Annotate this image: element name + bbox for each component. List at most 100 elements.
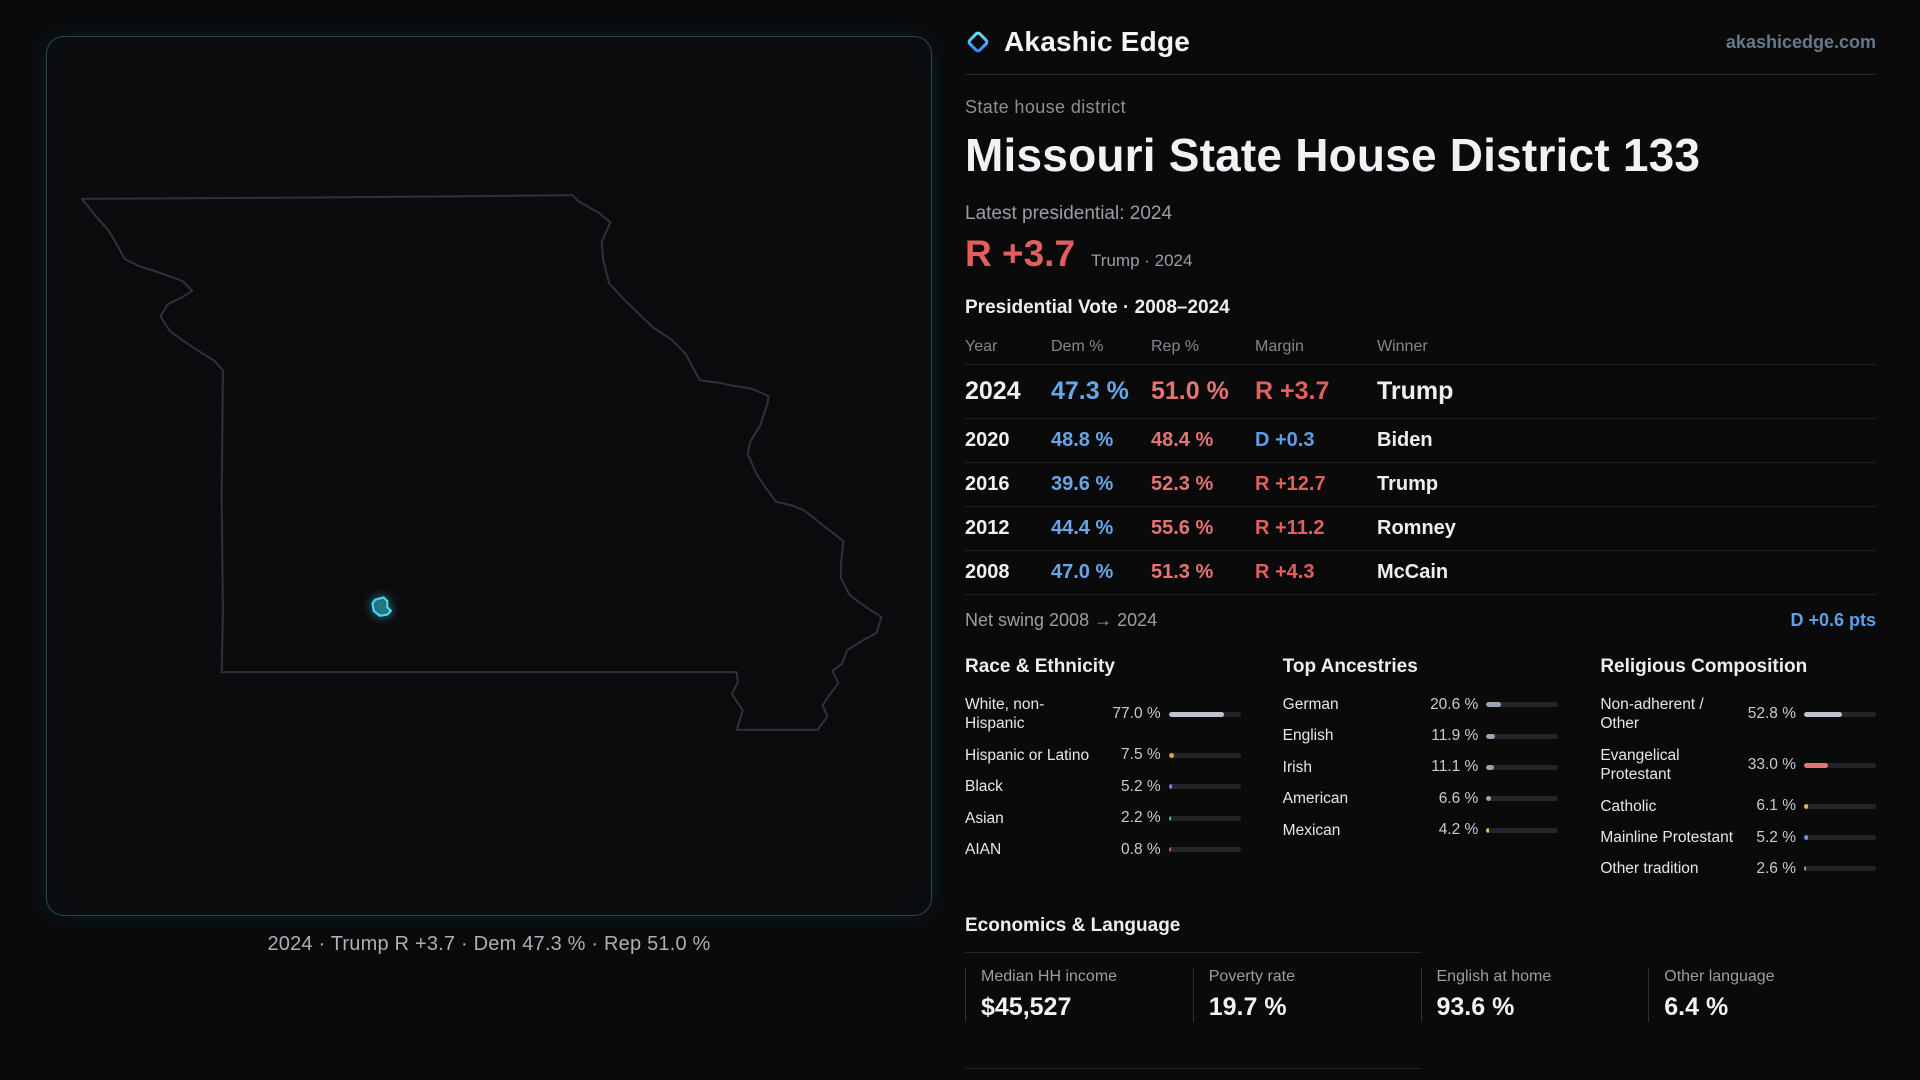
demo-label: American	[1282, 790, 1349, 808]
year-cell: 2008	[965, 561, 1010, 583]
year-cell: 2020	[965, 429, 1010, 451]
brand-name: Akashic Edge	[1004, 26, 1191, 57]
col-winner: Winner	[1377, 338, 1428, 355]
demo-value: 2.6 %	[1756, 859, 1796, 877]
stats-divider	[965, 951, 1421, 953]
demo-value: 7.5 %	[1121, 746, 1161, 764]
demo-value: 0.8 %	[1121, 840, 1161, 858]
demo-value: 52.8 %	[1747, 705, 1796, 723]
demo-row: American 6.6 %	[1283, 783, 1559, 814]
info-panel: Akashic Edge akashicedge.com State house…	[932, 0, 1920, 1080]
rep-cell: 51.3 %	[1151, 561, 1214, 583]
demo-row: AIAN 0.8 %	[965, 834, 1241, 865]
demo-row: Mexican 4.2 %	[1283, 815, 1559, 846]
winner-cell: McCain	[1377, 561, 1449, 583]
rep-cell: 51.0 %	[1151, 377, 1229, 405]
demo-value: 4.2 %	[1438, 821, 1479, 839]
demo-row: Mainline Protestant 5.2 %	[1600, 822, 1876, 853]
margin-cell: R +4.3	[1255, 561, 1315, 583]
winner-cell: Biden	[1377, 429, 1433, 451]
stat-english-at-home: English at home 93.6 %	[1420, 967, 1649, 1022]
kicker: State house district	[965, 97, 1127, 117]
winner-cell: Trump	[1377, 377, 1454, 405]
demo-bar	[1486, 827, 1559, 833]
demo-label: Mexican	[1282, 821, 1341, 839]
col-dem: Dem %	[1051, 338, 1104, 355]
district-map-panel	[46, 36, 932, 916]
demo-row: Evangelical Protestant 33.0 %	[1600, 740, 1876, 791]
year-cell: 2016	[965, 473, 1010, 495]
demo-label: Black	[965, 778, 1003, 796]
footer-divider	[965, 1067, 1421, 1069]
demo-row: Black 5.2 %	[965, 771, 1241, 802]
demo-label: Hispanic or Latino	[965, 746, 1090, 764]
stat-label: Poverty rate	[1208, 967, 1296, 985]
demo-label: Other tradition	[1600, 860, 1699, 878]
brand-domain-link[interactable]: akashicedge.com	[1725, 31, 1876, 52]
vote-row-2008: 2008 47.0 % 51.3 % R +4.3 McCain	[965, 550, 1876, 594]
demo-value: 2.2 %	[1121, 809, 1161, 827]
col-year: Year	[965, 338, 998, 355]
demo-bar	[1803, 835, 1876, 841]
demo-label: German	[1282, 696, 1339, 713]
net-swing-value: D +0.6 pts	[1790, 610, 1876, 630]
demo-bar	[1803, 711, 1876, 717]
footer: Sources: Akashic Edge elections database…	[965, 1067, 1876, 1080]
demographics-grid: Race & Ethnicity White, non-Hispanic 77.…	[965, 656, 1876, 885]
net-swing-label: Net swing 2008 → 2024	[965, 610, 1158, 630]
demo-value: 77.0 %	[1112, 705, 1161, 723]
demo-bar	[1168, 752, 1241, 758]
dem-cell: 44.4 %	[1051, 517, 1114, 539]
winner-cell: Trump	[1377, 473, 1439, 495]
demo-label: Irish	[1282, 758, 1312, 776]
margin-cell: D +0.3	[1255, 429, 1315, 451]
stat-poverty-rate: Poverty rate 19.7 %	[1192, 967, 1421, 1022]
stat-value: $45,527	[981, 992, 1072, 1021]
stat-value: 19.7 %	[1208, 992, 1287, 1021]
rep-cell: 52.3 %	[1151, 473, 1214, 495]
demo-value: 6.1 %	[1756, 797, 1796, 815]
demo-row: Asian 2.2 %	[965, 803, 1241, 834]
demo-row: Hispanic or Latino 7.5 %	[965, 740, 1241, 771]
stat-label: English at home	[1436, 967, 1552, 985]
demo-label: Mainline Protestant	[1600, 828, 1734, 846]
demo-row: Catholic 6.1 %	[1600, 791, 1876, 822]
map-caption: 2024 · Trump R +3.7 · Dem 47.3 % · Rep 5…	[267, 933, 711, 955]
demo-row: English 11.9 %	[1283, 720, 1559, 751]
demo-bar	[1168, 711, 1241, 717]
missouri-map	[80, 194, 883, 731]
vote-row-2016: 2016 39.6 % 52.3 % R +12.7 Trump	[965, 462, 1876, 506]
demo-row: Other tradition 2.6 %	[1600, 853, 1876, 884]
col-rep: Rep %	[1151, 338, 1200, 355]
headline-context: Trump · 2024	[1091, 251, 1193, 270]
headline-margin-value: R +3.7	[965, 233, 1076, 274]
demo-bar	[1486, 702, 1559, 708]
stat-value: 93.6 %	[1436, 992, 1515, 1021]
year-cell: 2012	[965, 517, 1010, 539]
demo-group-religion: Religious Composition Non-adherent / Oth…	[1600, 656, 1876, 885]
demo-row: White, non-Hispanic 77.0 %	[965, 689, 1241, 740]
page-title: Missouri State House District 133	[965, 129, 1701, 181]
demo-bar	[1168, 847, 1241, 853]
vote-row-2012: 2012 44.4 % 55.6 % R +11.2 Romney	[965, 506, 1876, 550]
year-cell: 2024	[965, 377, 1021, 405]
economics-stats: Median HH income $45,527 Poverty rate 19…	[965, 967, 1876, 1022]
demo-value: 5.2 %	[1756, 828, 1796, 846]
demo-value: 20.6 %	[1430, 695, 1479, 713]
demo-group-race: Race & Ethnicity White, non-Hispanic 77.…	[965, 656, 1241, 885]
demo-bar	[1486, 796, 1559, 802]
demo-group-title: Race & Ethnicity	[965, 656, 1115, 677]
demo-value: 6.6 %	[1438, 789, 1479, 807]
demo-bar	[1803, 803, 1876, 809]
margin-cell: R +12.7	[1255, 473, 1326, 495]
demo-value: 11.9 %	[1431, 727, 1479, 745]
missouri-state-outline	[80, 194, 883, 731]
demo-label: Asian	[965, 809, 1004, 827]
demo-label: AIAN	[965, 840, 1002, 858]
rep-cell: 48.4 %	[1151, 429, 1214, 451]
brand-header: Akashic Edge akashicedge.com	[965, 26, 1876, 75]
dem-cell: 47.3 %	[1051, 377, 1129, 405]
demo-label: Catholic	[1600, 797, 1657, 815]
demo-group-title: Top Ancestries	[1282, 656, 1418, 677]
